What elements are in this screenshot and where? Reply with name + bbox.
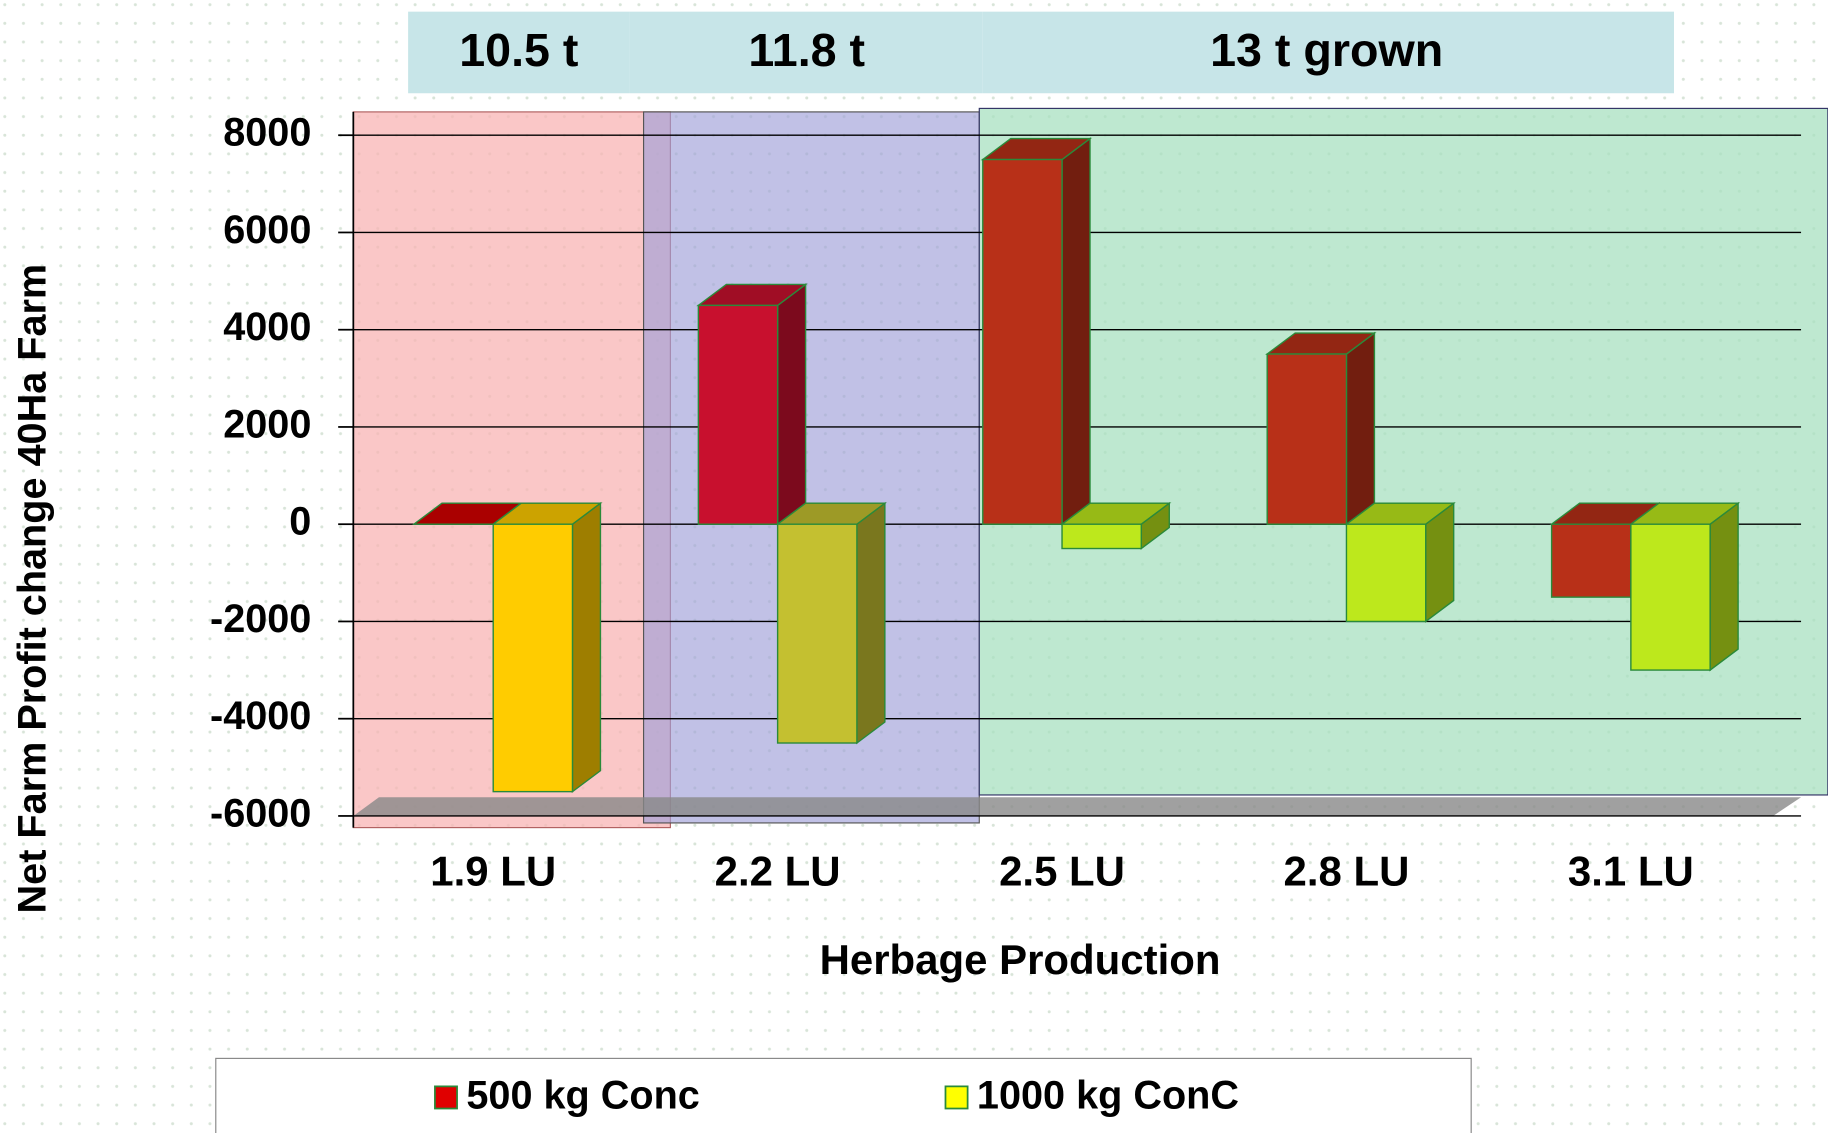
bar-side xyxy=(1061,137,1091,526)
y-tick-label: 8000 xyxy=(223,111,311,155)
y-tick-label: 0 xyxy=(289,500,311,544)
x-tick-label: 2.5 LU xyxy=(999,847,1125,894)
header-box xyxy=(408,11,630,94)
bar xyxy=(697,304,779,525)
x-tick-label: 1.9 LU xyxy=(430,847,556,894)
bar xyxy=(982,158,1063,525)
y-axis-label: Net Farm Profit change 40Ha Farm xyxy=(11,264,55,914)
bar-side xyxy=(1345,331,1376,526)
header-label: 13 t grown xyxy=(1210,24,1443,76)
legend-label: 1000 kg ConC xyxy=(977,1073,1239,1117)
bar xyxy=(1345,523,1427,623)
bar-side xyxy=(856,501,886,745)
header-box xyxy=(629,11,983,94)
y-tick-label: 2000 xyxy=(223,402,311,446)
header-label: 11.8 t xyxy=(748,24,865,76)
x-axis-label: Herbage Production xyxy=(820,936,1221,983)
bar xyxy=(1266,353,1348,525)
y-tick-label: 6000 xyxy=(223,208,311,252)
x-tick-label: 3.1 LU xyxy=(1568,847,1694,894)
x-tick-label: 2.8 LU xyxy=(1283,847,1409,894)
floor xyxy=(353,797,1802,816)
bar xyxy=(776,523,858,744)
bar xyxy=(1630,523,1711,671)
bar-side xyxy=(1709,501,1739,672)
header-box xyxy=(982,11,1674,94)
bar xyxy=(492,523,574,793)
y-tick-label: -6000 xyxy=(210,791,311,835)
bar-side xyxy=(776,283,807,526)
header-label: 10.5 t xyxy=(459,24,578,76)
y-tick-label: 4000 xyxy=(223,305,311,349)
bar-side xyxy=(571,501,602,794)
legend-swatch xyxy=(434,1085,458,1110)
y-tick-label: -4000 xyxy=(210,694,311,738)
y-tick-label: -2000 xyxy=(210,597,311,641)
legend-label: 500 kg Conc xyxy=(466,1073,699,1117)
legend xyxy=(215,1057,1472,1133)
legend-swatch xyxy=(944,1085,969,1110)
region xyxy=(978,107,1828,796)
bar xyxy=(1061,523,1142,550)
bar xyxy=(1550,523,1632,598)
x-tick-label: 2.2 LU xyxy=(715,847,841,894)
